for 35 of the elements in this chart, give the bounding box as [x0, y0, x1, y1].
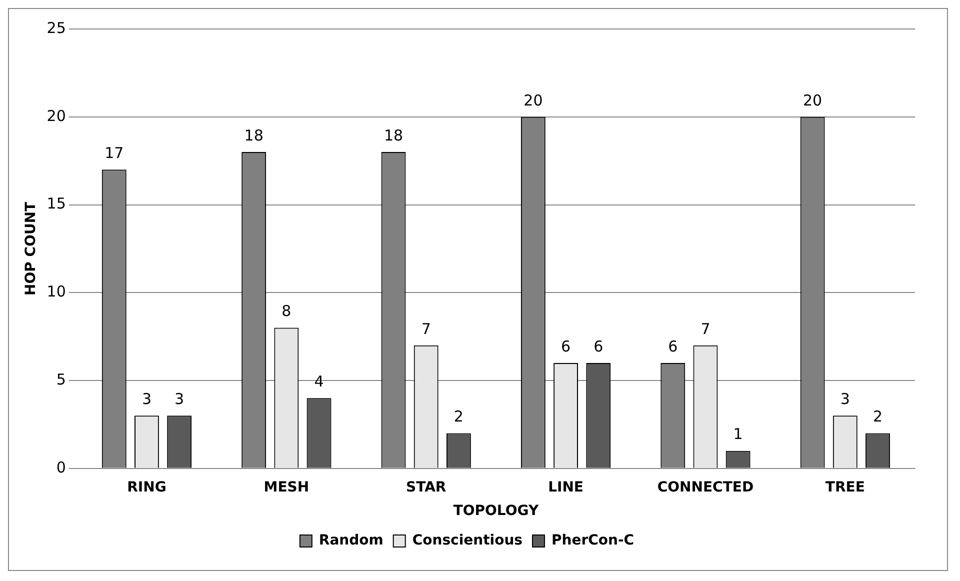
x-tick-label: LINE [548, 479, 584, 496]
y-tick-label: 15 [46, 194, 66, 213]
data-label: 1 [733, 425, 743, 444]
x-tick-label: RING [127, 479, 166, 496]
data-label: 2 [454, 408, 464, 426]
x-tick-label: CONNECTED [657, 479, 754, 496]
x-axis-title: TOPOLOGY [453, 503, 540, 520]
legend-label: Conscientious [412, 532, 523, 549]
legend-label: PherCon-C [552, 532, 634, 549]
x-tick-label: STAR [406, 479, 446, 496]
y-axis-title: HOP COUNT [23, 201, 40, 296]
x-tick-label: MESH [264, 479, 310, 496]
data-label: 7 [421, 320, 431, 338]
x-tick-label: TREE [825, 479, 865, 496]
data-label: 18 [244, 126, 264, 144]
y-tick-label: 10 [46, 282, 66, 301]
data-label: 4 [314, 372, 324, 390]
data-label: 20 [803, 91, 822, 110]
data-label: 20 [524, 91, 543, 110]
data-label: 6 [668, 337, 678, 356]
y-tick-label: 25 [46, 18, 66, 37]
data-label: 7 [700, 320, 710, 338]
y-tick-label: 5 [56, 370, 66, 388]
data-label: 8 [282, 302, 292, 320]
data-label: 6 [561, 337, 571, 356]
data-label: 3 [840, 390, 850, 408]
data-label: 3 [174, 390, 184, 408]
data-label: 17 [104, 144, 124, 162]
y-tick-label: 0 [56, 458, 66, 476]
data-label: 18 [384, 126, 404, 144]
y-tick-label: 20 [46, 106, 66, 125]
data-label: 3 [142, 390, 152, 408]
data-label: 2 [872, 408, 883, 426]
legend-label: Random [318, 532, 384, 549]
data-label: 6 [594, 337, 604, 356]
